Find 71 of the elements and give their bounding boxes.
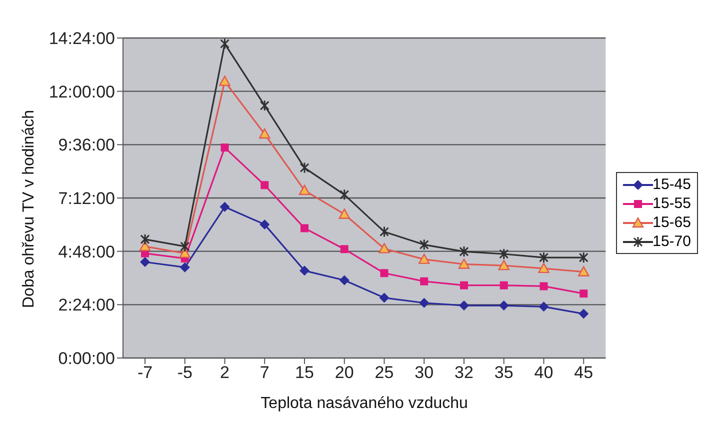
point — [578, 252, 588, 264]
x-tick-label: 7 — [260, 363, 270, 382]
point — [458, 258, 470, 269]
point — [419, 298, 430, 308]
point — [260, 181, 269, 190]
y-tick-label: 0:00:00 — [58, 349, 115, 368]
legend-label: 15-65 — [652, 213, 691, 232]
y-tick-label: 2:24:00 — [58, 296, 115, 315]
x-tick-label: 40 — [534, 363, 554, 382]
point — [380, 269, 388, 278]
legend-label: 15-45 — [652, 175, 691, 194]
point — [180, 262, 190, 272]
x-tick-label: -7 — [137, 363, 153, 382]
legend-label: 15-55 — [652, 194, 691, 213]
point — [500, 281, 508, 290]
point — [260, 219, 270, 230]
y-tick-label: 7:12:00 — [58, 189, 115, 208]
x-tick-label: -5 — [177, 363, 192, 382]
point — [460, 281, 468, 290]
point — [419, 238, 429, 250]
point — [300, 224, 308, 232]
point — [459, 300, 469, 311]
point — [300, 266, 310, 276]
point — [498, 300, 509, 311]
point — [538, 262, 550, 274]
y-tick-label: 9:36:00 — [58, 136, 115, 155]
point — [140, 234, 150, 246]
point — [580, 290, 588, 298]
point — [220, 202, 230, 212]
y-tick-label: 14:24:00 — [48, 29, 115, 48]
point — [179, 248, 190, 258]
point — [180, 240, 190, 252]
point — [420, 277, 428, 286]
point — [298, 184, 310, 196]
point — [498, 260, 510, 270]
x-tick-label: 20 — [334, 363, 354, 382]
y-tick-label: 12:00:00 — [48, 82, 115, 102]
point — [578, 308, 589, 319]
x-tick-label: 35 — [494, 363, 514, 382]
x-tick-label: 30 — [414, 363, 434, 382]
point — [459, 246, 469, 258]
point — [538, 302, 549, 312]
point — [378, 243, 390, 254]
point — [139, 240, 151, 252]
x-tick-label: 25 — [374, 363, 394, 382]
point — [339, 275, 350, 286]
x-tick-label: 45 — [574, 363, 594, 382]
point — [539, 252, 548, 264]
point — [219, 76, 230, 86]
x-tick-label: 15 — [295, 363, 314, 382]
point — [140, 257, 150, 267]
point — [418, 254, 430, 264]
point — [340, 245, 348, 254]
point — [300, 162, 310, 174]
point — [340, 188, 350, 200]
x-tick-label: 2 — [220, 363, 230, 382]
point — [380, 226, 389, 238]
point — [578, 266, 590, 276]
point — [338, 208, 350, 219]
y-tick-label: 4:48:00 — [58, 242, 115, 262]
x-tick-label: 32 — [454, 363, 474, 382]
legend-label: 15-70 — [652, 232, 691, 251]
point — [540, 282, 548, 290]
point — [259, 128, 270, 139]
point — [220, 144, 229, 152]
y-axis-title: Doba ohřevu TV v hodinách — [20, 110, 38, 308]
point — [220, 38, 230, 50]
point — [379, 292, 390, 303]
x-axis-title: Teplota nasávaného vzduchu — [260, 395, 468, 412]
point — [499, 248, 509, 260]
point — [260, 100, 270, 112]
